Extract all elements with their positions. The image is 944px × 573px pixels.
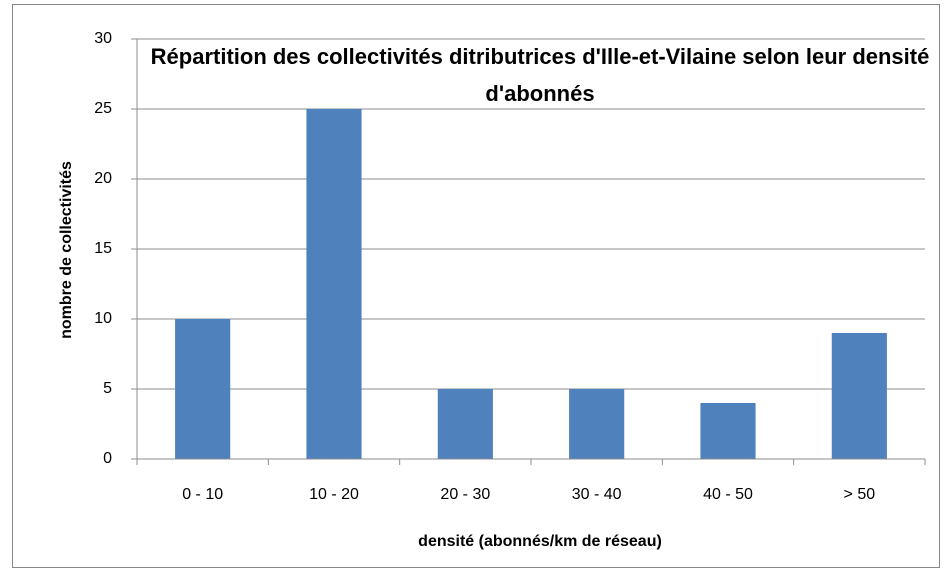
x-tick-label: 0 - 10 <box>182 486 223 503</box>
bar <box>175 319 231 459</box>
y-tick-label: 20 <box>94 170 112 187</box>
bar <box>437 389 493 459</box>
chart-border <box>12 4 940 568</box>
bar <box>831 333 887 459</box>
y-tick-label: 5 <box>103 380 112 397</box>
x-tick-label: > 50 <box>844 486 876 503</box>
chart-title: Répartition des collectivités ditributri… <box>150 44 930 106</box>
y-tick-label: 0 <box>103 450 112 467</box>
x-tick-label: 30 - 40 <box>572 486 622 503</box>
bar <box>700 403 756 459</box>
y-axis-label: nombre de collectivités <box>58 161 75 339</box>
bar <box>569 389 625 459</box>
x-tick-label: 40 - 50 <box>703 486 753 503</box>
x-tick-label: 20 - 30 <box>440 486 490 503</box>
x-axis-label: densité (abonnés/km de réseau) <box>418 533 662 550</box>
x-tick-label: 10 - 20 <box>309 486 359 503</box>
y-tick-label: 25 <box>94 100 112 117</box>
y-tick-label: 15 <box>94 240 112 257</box>
y-tick-label: 30 <box>94 30 112 47</box>
y-tick-label: 10 <box>94 310 112 327</box>
bar <box>306 109 362 459</box>
